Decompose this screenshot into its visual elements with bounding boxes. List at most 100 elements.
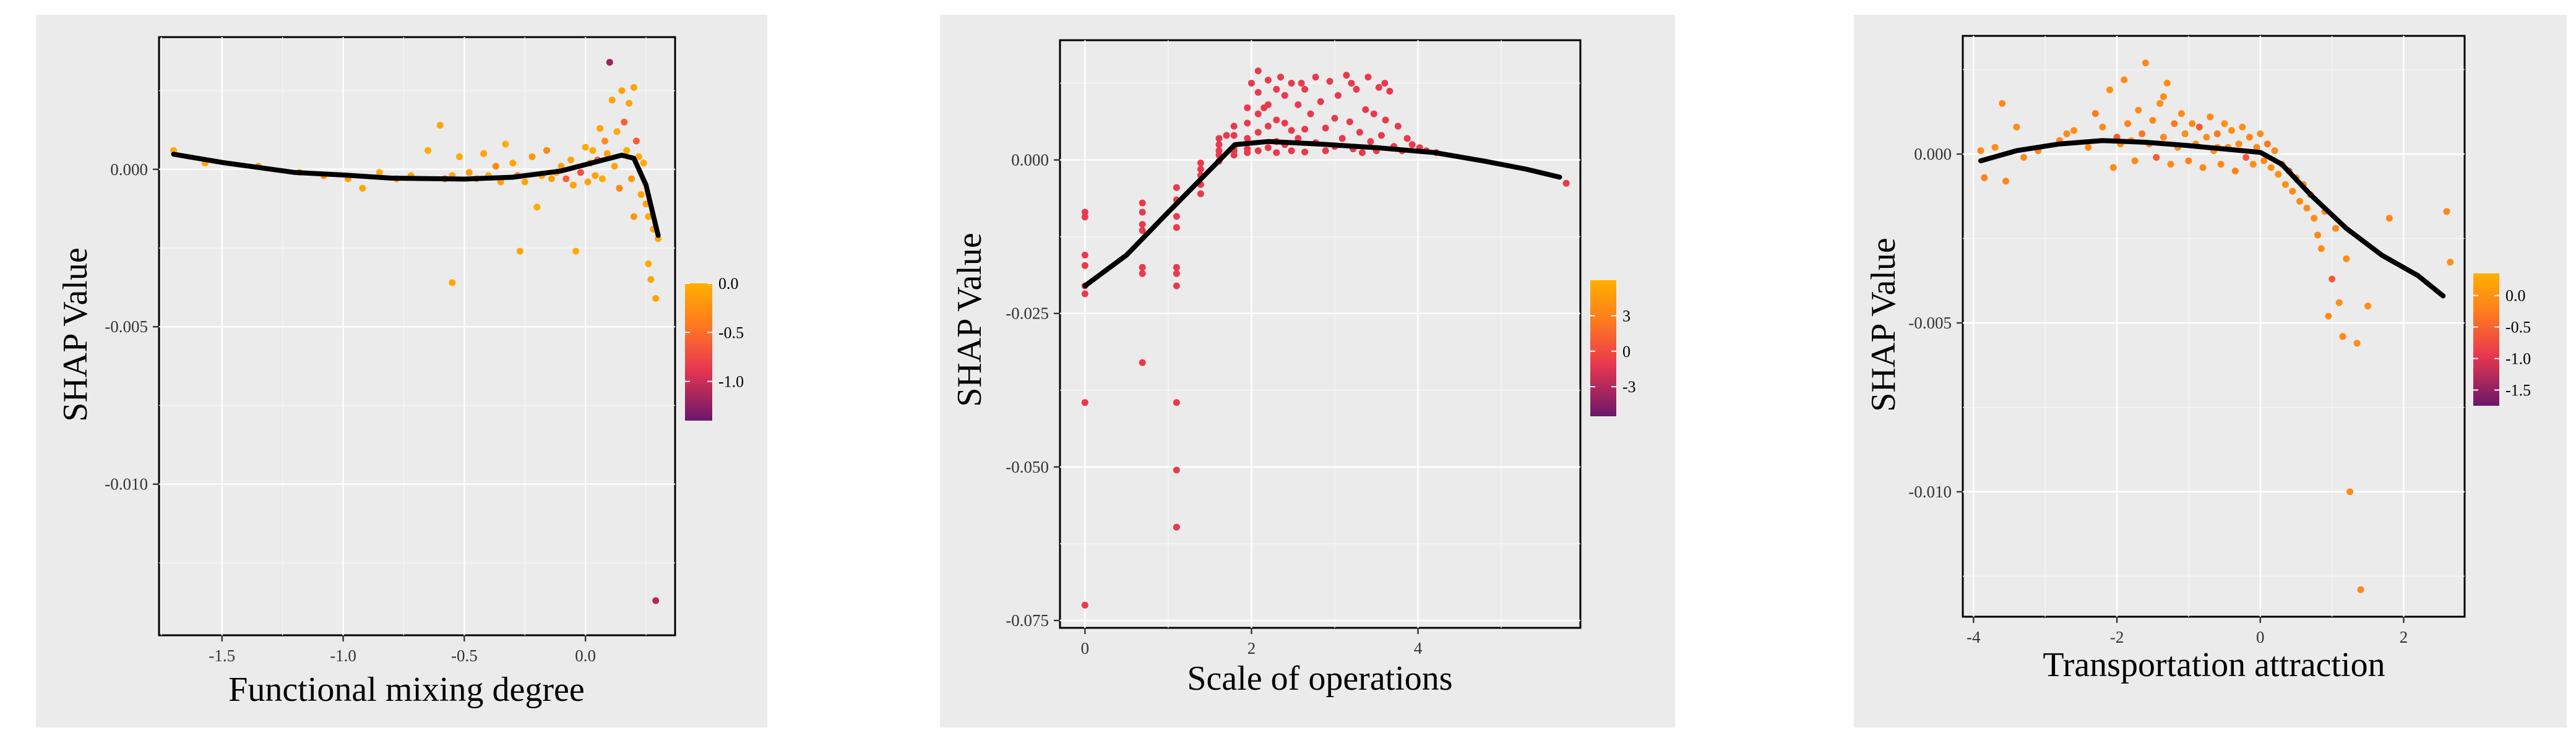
- data-point: [592, 172, 599, 179]
- data-point: [1173, 224, 1180, 231]
- data-point: [2135, 106, 2142, 114]
- data-point: [2346, 488, 2354, 495]
- plot-area: [158, 36, 676, 637]
- data-point: [1215, 147, 1223, 155]
- data-point: [1197, 160, 1204, 166]
- plot-area: [1059, 39, 1582, 629]
- data-point: [449, 279, 456, 286]
- data-point: [2199, 164, 2207, 171]
- data-point: [2260, 157, 2268, 165]
- axis-ticks: 0 2 4 0.000 -0.025 -0.050 -0.075: [1006, 151, 1423, 658]
- data-point: [1215, 141, 1223, 148]
- y-tick-label: -0.010: [1908, 482, 1952, 501]
- smooth-trend-line: [1978, 138, 2446, 299]
- x-tick-label: 0: [2256, 628, 2265, 646]
- y-tick-label: -0.005: [105, 317, 148, 336]
- data-point: [1230, 122, 1238, 130]
- y-axis-title: SHAP Value: [1864, 238, 1903, 412]
- data-point: [528, 153, 536, 160]
- data-point: [2339, 333, 2346, 340]
- data-point: [2002, 178, 2009, 185]
- y-tick-label: -0.050: [1006, 458, 1049, 476]
- scatter-points: [1081, 67, 1570, 609]
- x-tick-label: -1.0: [330, 646, 356, 665]
- data-point: [1312, 74, 1319, 81]
- data-point: [2109, 164, 2117, 171]
- data-point: [567, 156, 575, 163]
- y-axis-title: SHAP Value: [56, 247, 95, 422]
- legend-label: 3: [1622, 307, 1630, 325]
- data-point: [1281, 119, 1288, 127]
- data-point: [589, 147, 597, 154]
- y-tick-label: -0.005: [1908, 314, 1952, 332]
- data-point: [1294, 101, 1302, 108]
- data-point: [1139, 221, 1146, 228]
- data-point: [2163, 79, 2171, 87]
- data-point: [1081, 399, 1088, 406]
- data-point: [1264, 122, 1272, 130]
- y-tick-label: 0.000: [110, 160, 148, 179]
- data-point: [1081, 251, 1088, 259]
- data-point: [2325, 312, 2332, 320]
- data-point: [1370, 110, 1377, 118]
- data-point: [1254, 147, 1262, 155]
- data-point: [1338, 135, 1346, 142]
- x-axis-title: Scale of operations: [1187, 659, 1452, 698]
- data-point: [2249, 161, 2257, 168]
- y-tick-label: -0.025: [1006, 304, 1049, 323]
- data-point: [1081, 208, 1088, 216]
- data-point: [626, 100, 633, 107]
- data-point: [1244, 149, 1251, 156]
- data-point: [1197, 166, 1204, 173]
- data-point: [611, 163, 618, 170]
- data-point: [1281, 92, 1288, 99]
- y-tick-label: -0.010: [105, 475, 148, 494]
- data-point: [2289, 187, 2296, 195]
- legend-label: 0.0: [718, 275, 739, 293]
- data-point: [1331, 114, 1338, 122]
- data-point: [647, 276, 655, 283]
- data-point: [1139, 227, 1146, 234]
- data-point: [1273, 149, 1280, 156]
- data-point: [2221, 120, 2228, 127]
- data-point: [1139, 270, 1146, 277]
- data-point: [572, 247, 579, 255]
- data-point: [1348, 80, 1355, 87]
- x-tick-label: -4: [1966, 628, 1981, 646]
- data-point: [548, 175, 555, 182]
- panel-scale-of-operations: 0 2 4 0.000 -0.025 -0.050 -0.075 Scale of oper…: [940, 15, 1675, 727]
- data-point: [2013, 123, 2020, 131]
- data-point: [1343, 72, 1350, 79]
- data-point: [1197, 190, 1204, 197]
- data-point: [1394, 122, 1402, 130]
- panel-transportation-attraction: -4 -2 0 2 0.000 -0.005 -0.010 Transportation a…: [1854, 15, 2567, 727]
- x-tick-label: 0.0: [575, 646, 596, 665]
- data-point: [1288, 147, 1295, 155]
- data-point: [1260, 104, 1268, 111]
- data-point: [1382, 116, 1389, 124]
- data-point: [2131, 157, 2139, 165]
- data-point: [1173, 523, 1180, 531]
- data-point: [2070, 127, 2078, 134]
- data-point: [1301, 148, 1309, 156]
- data-point: [603, 150, 611, 157]
- data-point: [2091, 110, 2099, 118]
- data-point: [623, 147, 631, 154]
- legend-label: 0: [1622, 343, 1630, 361]
- data-point: [2296, 198, 2303, 205]
- data-point: [577, 169, 584, 176]
- data-point: [1562, 179, 1570, 187]
- data-point: [1254, 129, 1262, 136]
- data-point: [1244, 104, 1251, 111]
- plot-area: [1962, 35, 2466, 618]
- data-point: [637, 191, 645, 198]
- data-point: [1223, 132, 1230, 139]
- data-point: [1173, 184, 1180, 191]
- data-point: [2160, 134, 2167, 141]
- data-point: [1362, 106, 1369, 113]
- data-point: [608, 96, 616, 104]
- data-point: [616, 184, 623, 192]
- color-legend: 0.0 -0.5 -1.0 -1.5: [2473, 287, 2531, 400]
- color-legend: 0.0 -0.5 -1.0: [685, 275, 744, 391]
